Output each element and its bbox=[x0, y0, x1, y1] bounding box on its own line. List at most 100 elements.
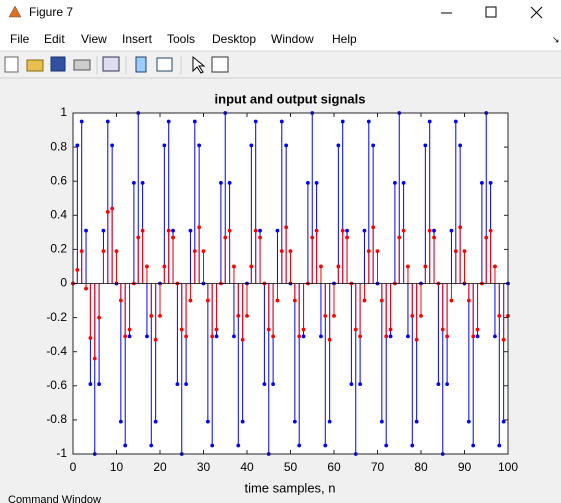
menu-item[interactable]: Help bbox=[332, 32, 357, 46]
stem-marker bbox=[453, 119, 458, 124]
stem-marker bbox=[305, 181, 310, 185]
stem-marker bbox=[249, 143, 254, 148]
stem-marker bbox=[184, 382, 189, 386]
stem-marker bbox=[162, 264, 167, 269]
stem-marker bbox=[227, 181, 232, 185]
stem-marker bbox=[162, 143, 167, 148]
new-icon[interactable] bbox=[4, 56, 19, 73]
stem-marker bbox=[271, 382, 276, 386]
stem-marker bbox=[245, 313, 249, 318]
stem-marker bbox=[114, 249, 119, 254]
stem-marker bbox=[123, 334, 128, 339]
stem-marker bbox=[253, 119, 258, 124]
link-icon[interactable] bbox=[102, 56, 120, 72]
stem-marker bbox=[379, 419, 384, 424]
colorbar-icon[interactable] bbox=[135, 56, 147, 73]
stem-marker bbox=[427, 228, 432, 233]
stem-marker bbox=[362, 298, 367, 303]
legend-icon[interactable] bbox=[156, 57, 173, 72]
stem-marker bbox=[153, 337, 158, 342]
x-tick-label: 60 bbox=[327, 460, 341, 474]
stem-marker bbox=[414, 419, 419, 424]
command-window-tab[interactable]: Command Window bbox=[8, 494, 101, 503]
stem-marker bbox=[262, 382, 267, 386]
stem-marker bbox=[301, 334, 306, 339]
stem-marker bbox=[166, 119, 171, 124]
stem-marker bbox=[188, 298, 193, 303]
stem-marker bbox=[210, 334, 215, 339]
stem-marker bbox=[84, 286, 88, 291]
stem-marker bbox=[236, 313, 241, 318]
stem-marker bbox=[353, 327, 358, 332]
stem-marker bbox=[471, 334, 476, 339]
stem-marker bbox=[314, 181, 319, 185]
stem-marker bbox=[371, 225, 376, 230]
stem-marker bbox=[171, 235, 175, 240]
stem-marker bbox=[105, 209, 110, 214]
open-icon[interactable] bbox=[26, 59, 44, 72]
stem-marker bbox=[166, 228, 171, 233]
menu-item[interactable]: Insert bbox=[122, 32, 153, 46]
stem-marker bbox=[179, 327, 184, 332]
stem-marker bbox=[284, 143, 289, 148]
stem-marker bbox=[214, 327, 219, 332]
menu-item[interactable]: Edit bbox=[44, 32, 65, 46]
menu-item[interactable]: Tools bbox=[167, 32, 195, 46]
stem-marker bbox=[501, 419, 506, 424]
stem-marker bbox=[297, 443, 302, 448]
stem-marker bbox=[392, 181, 397, 185]
stem-marker bbox=[458, 143, 463, 148]
stem-marker bbox=[440, 327, 445, 332]
stem-marker bbox=[188, 228, 193, 233]
maximize-button[interactable] bbox=[485, 6, 497, 18]
stem-marker bbox=[388, 334, 393, 339]
stem-marker bbox=[175, 382, 180, 386]
stem-marker bbox=[371, 143, 376, 148]
close-button[interactable] bbox=[530, 6, 543, 19]
y-tick-label: 0.2 bbox=[50, 242, 67, 256]
property-icon[interactable] bbox=[211, 56, 229, 73]
stem-marker bbox=[97, 315, 102, 320]
stem-marker bbox=[445, 334, 450, 339]
stem-marker bbox=[79, 249, 84, 254]
stem-marker bbox=[345, 228, 349, 233]
y-tick-label: 0 bbox=[60, 276, 67, 290]
x-tick-label: 20 bbox=[153, 460, 167, 474]
stem-marker bbox=[218, 181, 223, 185]
stem-marker bbox=[110, 143, 115, 148]
stem-marker bbox=[366, 119, 371, 124]
menu-item[interactable]: View bbox=[81, 32, 107, 46]
stem-marker bbox=[406, 334, 410, 339]
stem-marker bbox=[136, 235, 141, 240]
stem-marker bbox=[92, 356, 97, 361]
menu-arrow[interactable]: ↘ bbox=[552, 34, 560, 44]
stem-marker bbox=[279, 249, 284, 254]
stem-marker bbox=[75, 143, 80, 148]
stem-marker bbox=[205, 419, 210, 424]
menu-item[interactable]: Window bbox=[271, 32, 314, 46]
stem-marker bbox=[149, 313, 154, 318]
window-title: Figure 7 bbox=[29, 5, 73, 19]
stem-marker bbox=[127, 327, 132, 332]
stem-marker bbox=[275, 228, 280, 233]
print-icon[interactable] bbox=[73, 59, 91, 71]
stem-marker bbox=[192, 119, 197, 124]
stem-marker bbox=[397, 235, 402, 240]
stem-marker bbox=[493, 264, 497, 269]
y-tick-label: -0.4 bbox=[46, 344, 67, 358]
stem-marker bbox=[493, 334, 497, 339]
menu-item[interactable]: File bbox=[10, 32, 30, 46]
stem-marker bbox=[123, 443, 128, 448]
pointer-icon[interactable] bbox=[192, 55, 206, 74]
y-tick-label: -0.6 bbox=[46, 378, 67, 392]
stem-marker bbox=[75, 267, 80, 272]
stem-marker bbox=[427, 119, 432, 124]
stem-marker bbox=[288, 249, 293, 254]
menu-item[interactable]: Desktop bbox=[212, 32, 256, 46]
stem-marker bbox=[275, 298, 280, 303]
stem-marker bbox=[310, 235, 315, 240]
stem-marker bbox=[466, 298, 471, 303]
save-icon[interactable] bbox=[50, 56, 66, 72]
stem-marker bbox=[145, 264, 149, 269]
stem-marker bbox=[323, 443, 328, 448]
